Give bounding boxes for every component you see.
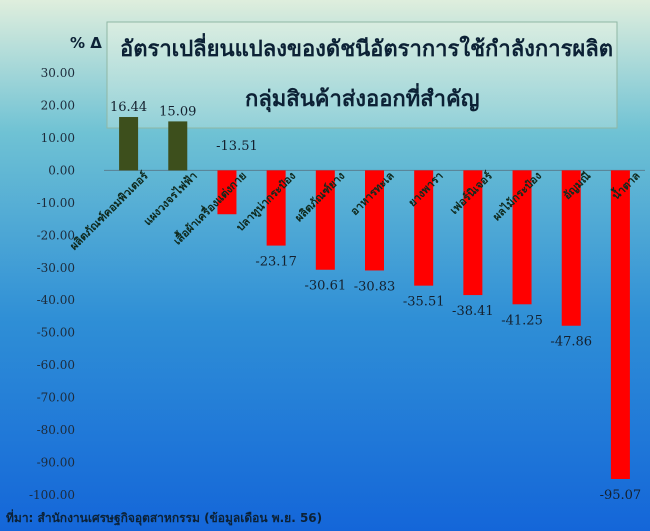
y-tick-label: -100.00 xyxy=(29,488,75,502)
data-label: -23.17 xyxy=(255,255,297,270)
bar xyxy=(561,170,581,326)
bar xyxy=(119,117,139,171)
data-label: -41.25 xyxy=(501,313,543,328)
y-tick-label: 30.00 xyxy=(41,66,75,80)
y-axis-ticks: 30.00 20.00 10.00 0.00 -10.00 -20.00 -30.00 -40… xyxy=(29,66,75,502)
title-box xyxy=(106,21,618,129)
data-label: -30.83 xyxy=(354,279,396,294)
y-tick-label: -90.00 xyxy=(37,456,75,470)
data-label: 15.09 xyxy=(159,104,196,119)
y-tick-label: 10.00 xyxy=(41,131,75,145)
y-tick-label: 20.00 xyxy=(41,98,75,112)
y-tick-label: -20.00 xyxy=(37,228,75,242)
bars xyxy=(119,117,630,479)
bar xyxy=(512,170,532,305)
data-label: -35.51 xyxy=(403,295,445,310)
data-label: 16.44 xyxy=(110,100,147,115)
bar xyxy=(610,170,630,479)
chart-title: อัตราเปลี่ยนแปลงของดัชนีอัตราการใช้กำลัง… xyxy=(120,32,613,62)
data-label: -13.51 xyxy=(216,139,258,154)
source-note: ที่มา: สำนักงานเศรษฐกิจอุตสาหกรรม (ข้อมู… xyxy=(6,509,322,526)
y-tick-label: -70.00 xyxy=(37,391,75,405)
y-tick-label: -30.00 xyxy=(37,261,75,275)
bar xyxy=(266,170,286,246)
bar xyxy=(168,121,188,171)
bar xyxy=(365,170,384,271)
chart-subtitle: กลุ่มสินค้าส่งออกที่สำคัญ xyxy=(245,82,480,113)
y-tick-label: -40.00 xyxy=(37,293,75,307)
y-tick-label: -60.00 xyxy=(37,358,75,372)
unit-label: % Δ xyxy=(70,34,102,52)
data-label: -38.41 xyxy=(452,304,494,319)
y-tick-label: 0.00 xyxy=(48,163,75,177)
data-label: -95.07 xyxy=(600,488,642,503)
data-label: -47.86 xyxy=(550,335,592,350)
y-tick-label: -80.00 xyxy=(37,423,75,437)
data-label: -30.61 xyxy=(305,279,347,294)
bar xyxy=(463,170,483,296)
bar xyxy=(315,170,335,270)
data-labels: 16.44 15.09 -13.51 -23.17 -30.61 -30.83 -35.51… xyxy=(110,100,641,503)
y-tick-label: -10.00 xyxy=(37,196,75,210)
bar xyxy=(414,170,434,286)
bar xyxy=(217,170,237,215)
y-tick-label: -50.00 xyxy=(37,326,75,340)
